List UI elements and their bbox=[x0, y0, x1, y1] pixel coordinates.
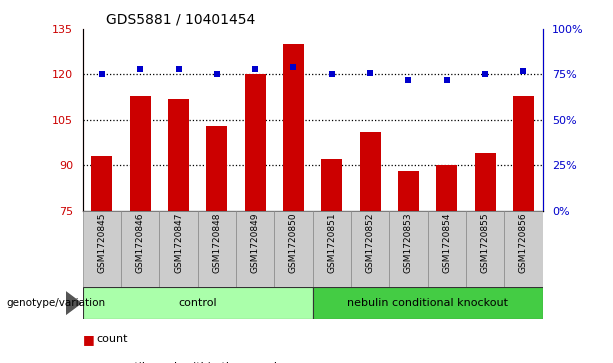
Bar bbox=[197, 211, 236, 287]
Text: nebulin conditional knockout: nebulin conditional knockout bbox=[347, 298, 508, 308]
Bar bbox=[83, 287, 313, 319]
Polygon shape bbox=[66, 292, 81, 314]
Bar bbox=[168, 99, 189, 211]
Bar bbox=[159, 211, 197, 287]
Bar bbox=[313, 287, 543, 319]
Bar bbox=[121, 211, 159, 287]
Point bbox=[135, 66, 145, 72]
Text: GSM1720854: GSM1720854 bbox=[442, 213, 451, 273]
Bar bbox=[275, 211, 313, 287]
Bar bbox=[351, 211, 389, 287]
Bar bbox=[436, 165, 457, 211]
Text: GSM1720848: GSM1720848 bbox=[212, 213, 221, 273]
Bar bbox=[360, 132, 381, 211]
Text: GSM1720849: GSM1720849 bbox=[251, 213, 260, 273]
Bar bbox=[130, 95, 151, 211]
Bar bbox=[321, 159, 342, 211]
Point bbox=[173, 66, 183, 72]
Bar bbox=[207, 126, 227, 211]
Point bbox=[519, 68, 528, 74]
Text: genotype/variation: genotype/variation bbox=[6, 298, 105, 308]
Text: percentile rank within the sample: percentile rank within the sample bbox=[96, 362, 284, 363]
Text: GSM1720852: GSM1720852 bbox=[365, 213, 375, 273]
Point bbox=[212, 72, 222, 77]
Bar bbox=[428, 211, 466, 287]
Point bbox=[365, 70, 375, 76]
Point bbox=[442, 77, 452, 83]
Text: GSM1720851: GSM1720851 bbox=[327, 213, 337, 273]
Text: GSM1720845: GSM1720845 bbox=[97, 213, 107, 273]
Text: GSM1720847: GSM1720847 bbox=[174, 213, 183, 273]
Bar bbox=[83, 211, 121, 287]
Bar bbox=[513, 95, 534, 211]
Point bbox=[327, 72, 337, 77]
Text: control: control bbox=[178, 298, 217, 308]
Point bbox=[480, 72, 490, 77]
Bar bbox=[91, 156, 112, 211]
Bar bbox=[389, 211, 428, 287]
Bar bbox=[398, 171, 419, 211]
Text: GSM1720855: GSM1720855 bbox=[481, 213, 490, 273]
Bar bbox=[504, 211, 543, 287]
Bar bbox=[245, 74, 265, 211]
Text: GSM1720846: GSM1720846 bbox=[135, 213, 145, 273]
Text: ■: ■ bbox=[83, 360, 94, 363]
Bar bbox=[466, 211, 504, 287]
Point bbox=[97, 72, 107, 77]
Bar bbox=[474, 153, 495, 211]
Bar bbox=[313, 211, 351, 287]
Point bbox=[289, 64, 299, 70]
Text: GSM1720850: GSM1720850 bbox=[289, 213, 298, 273]
Text: ■: ■ bbox=[83, 333, 94, 346]
Point bbox=[250, 66, 260, 72]
Text: GSM1720856: GSM1720856 bbox=[519, 213, 528, 273]
Bar bbox=[236, 211, 275, 287]
Point bbox=[403, 77, 413, 83]
Text: GSM1720853: GSM1720853 bbox=[404, 213, 413, 273]
Bar bbox=[283, 44, 304, 211]
Text: GDS5881 / 10401454: GDS5881 / 10401454 bbox=[106, 12, 255, 26]
Text: count: count bbox=[96, 334, 128, 344]
